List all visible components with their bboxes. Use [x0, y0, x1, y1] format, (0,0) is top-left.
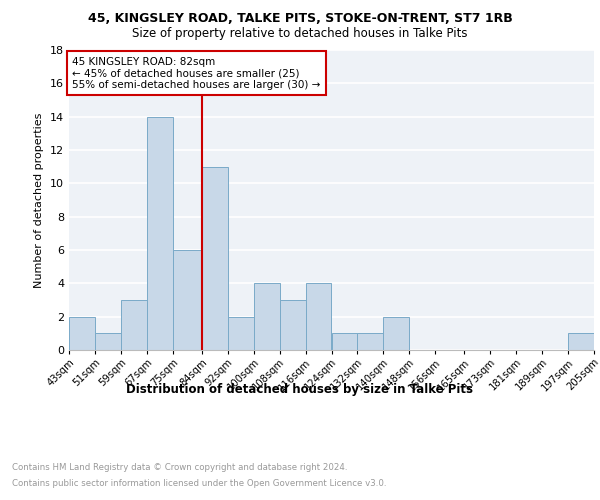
Bar — [147, 116, 173, 350]
Bar — [280, 300, 305, 350]
Text: 45 KINGSLEY ROAD: 82sqm
← 45% of detached houses are smaller (25)
55% of semi-de: 45 KINGSLEY ROAD: 82sqm ← 45% of detache… — [72, 56, 320, 90]
Text: Distribution of detached houses by size in Talke Pits: Distribution of detached houses by size … — [127, 382, 473, 396]
Bar — [358, 334, 383, 350]
Bar — [568, 334, 594, 350]
Bar — [95, 334, 121, 350]
Bar — [254, 284, 280, 350]
Y-axis label: Number of detached properties: Number of detached properties — [34, 112, 44, 288]
Bar — [202, 166, 228, 350]
Text: 45, KINGSLEY ROAD, TALKE PITS, STOKE-ON-TRENT, ST7 1RB: 45, KINGSLEY ROAD, TALKE PITS, STOKE-ON-… — [88, 12, 512, 26]
Bar — [173, 250, 202, 350]
Bar — [305, 284, 331, 350]
Bar — [121, 300, 147, 350]
Text: Contains public sector information licensed under the Open Government Licence v3: Contains public sector information licen… — [12, 478, 386, 488]
Bar — [383, 316, 409, 350]
Bar — [69, 316, 95, 350]
Bar — [228, 316, 254, 350]
Text: Contains HM Land Registry data © Crown copyright and database right 2024.: Contains HM Land Registry data © Crown c… — [12, 464, 347, 472]
Text: Size of property relative to detached houses in Talke Pits: Size of property relative to detached ho… — [132, 28, 468, 40]
Bar — [331, 334, 358, 350]
